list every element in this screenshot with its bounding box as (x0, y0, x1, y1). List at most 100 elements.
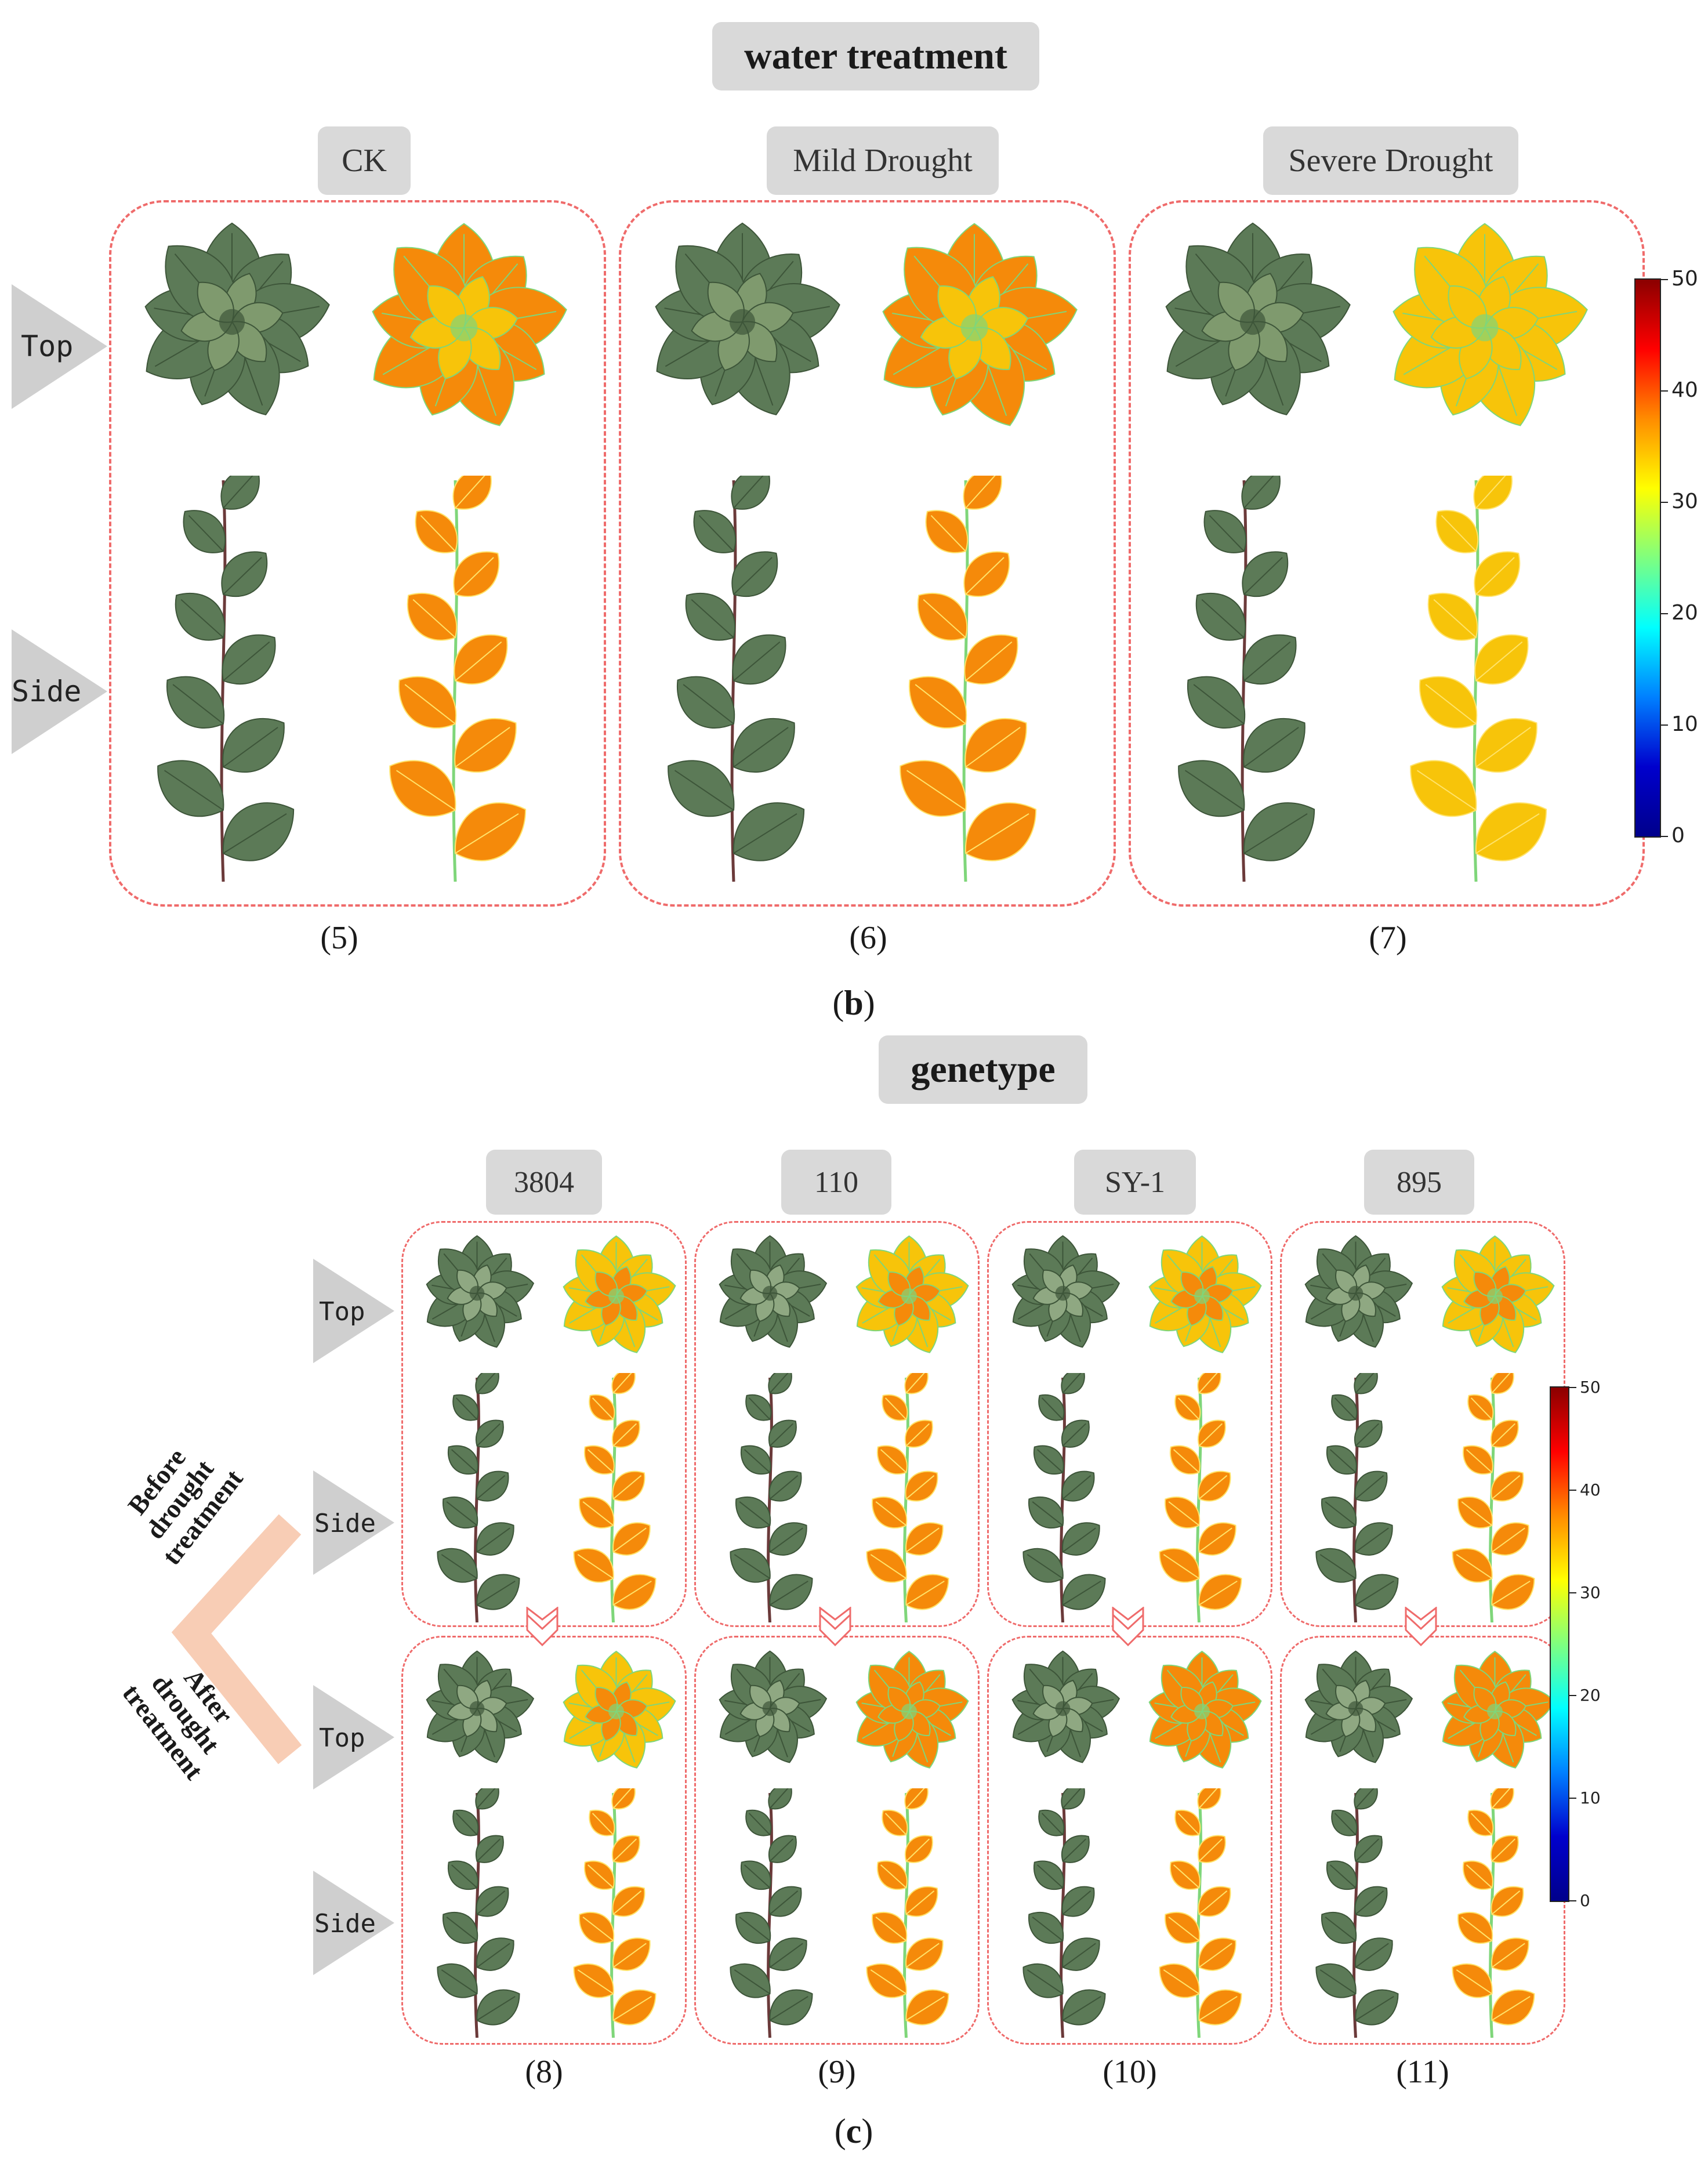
colorbar-c-tick-mark (1569, 1695, 1576, 1696)
plant-heatmap-side-severe-drought (1410, 476, 1547, 882)
row-arrow-top (12, 284, 107, 409)
plant-heatmap-top-110-after (855, 1650, 969, 1769)
plant-heatmap-top-sy1-before (1148, 1235, 1262, 1353)
row-label-after-top: Top (319, 1723, 365, 1753)
colorbar-c-tick-mark (1569, 1592, 1576, 1593)
plant-heatmap-side-3804-before (573, 1373, 657, 1622)
plant-rgb-top-ck (144, 222, 330, 416)
panel-label-c: (c) (834, 2112, 873, 2150)
colorbar-b-tick-label: 50 (1671, 267, 1698, 291)
plant-rgb-top-110-before (719, 1235, 828, 1348)
transition-arrow-895 (1405, 1607, 1437, 1647)
plant-rgb-side-3804-before (437, 1373, 520, 1622)
figure-number-9: (9) (818, 2054, 856, 2090)
colorbar-c-tick-label: 0 (1580, 1891, 1590, 1911)
plant-heatmap-side-mild-drought (900, 476, 1037, 882)
colorbar-b-tick-mark (1661, 613, 1668, 614)
plant-heatmap-top-ck (372, 223, 567, 426)
row-label-side: Side (12, 675, 82, 708)
condition-label-ck: CK (318, 126, 411, 195)
row-arrow-side (12, 629, 107, 754)
plant-rgb-side-895-after (1315, 1788, 1399, 2038)
water-treatment-heading: water treatment (712, 22, 1039, 90)
colorbar-b-tick-mark (1661, 279, 1668, 280)
ck-panel-box (109, 200, 606, 907)
plant-heatmap-top-895-before (1441, 1235, 1555, 1353)
colorbar-b-tick-label: 40 (1671, 378, 1698, 403)
plant-heatmap-side-895-after (1452, 1788, 1535, 2038)
plant-rgb-top-severe-drought (1165, 222, 1351, 416)
colorbar-c-tick-mark (1569, 1387, 1576, 1388)
plant-rgb-top-895-before (1304, 1235, 1413, 1348)
genotype-label-895: 895 (1364, 1150, 1474, 1215)
plant-heatmap-top-895-after (1441, 1650, 1555, 1769)
genotype-label-110: 110 (781, 1150, 891, 1215)
plant-heatmap-side-sy1-after (1159, 1788, 1242, 2038)
stage-chevron (171, 1514, 302, 1765)
plant-rgb-side-110-before (730, 1373, 813, 1622)
row-label-before-top: Top (319, 1297, 365, 1327)
plant-rgb-top-895-after (1304, 1650, 1413, 1763)
plant-rgb-side-severe-drought (1178, 476, 1315, 882)
panel-label-b: (b) (832, 984, 875, 1022)
transition-arrow-sy1 (1112, 1607, 1144, 1647)
row-arrow-before-top (313, 1259, 394, 1363)
figure-number-7: (7) (1369, 920, 1407, 956)
figure-number-10: (10) (1103, 2054, 1157, 2090)
row-label-before-side: Side (314, 1509, 376, 1538)
genotype-label-3804: 3804 (486, 1150, 602, 1215)
colorbar-c (1550, 1386, 1569, 1902)
colorbar-b-tick-label: 0 (1671, 824, 1685, 848)
plant-heatmap-top-110-before (855, 1235, 969, 1353)
plant-rgb-side-sy1-before (1022, 1373, 1106, 1622)
colorbar-b-tick-label: 10 (1671, 712, 1698, 737)
plant-heatmap-side-3804-after (573, 1788, 657, 2038)
colorbar-c-tick-label: 30 (1580, 1583, 1601, 1603)
plant-rgb-side-ck (157, 476, 295, 882)
row-arrow-after-side (313, 1871, 394, 1975)
plant-rgb-top-3804-before (426, 1235, 535, 1348)
row-label-top: Top (21, 329, 74, 363)
plant-heatmap-top-3804-before (563, 1235, 676, 1353)
figure-number-8: (8) (525, 2054, 563, 2090)
colorbar-c-tick-mark (1569, 1900, 1576, 1901)
condition-label-mild-drought: Mild Drought (767, 126, 999, 195)
figure-number-5: (5) (320, 920, 358, 956)
plant-heatmap-side-sy1-before (1159, 1373, 1242, 1622)
plant-heatmap-side-895-before (1452, 1373, 1535, 1622)
plant-heatmap-top-mild-drought (882, 223, 1078, 426)
colorbar-c-tick-mark (1569, 1798, 1576, 1799)
colorbar-b (1634, 278, 1661, 838)
row-arrow-after-top (313, 1685, 394, 1789)
plant-heatmap-top-3804-after (563, 1650, 676, 1769)
plant-rgb-side-110-after (730, 1788, 813, 2038)
row-label-after-side: Side (314, 1909, 376, 1939)
plant-rgb-side-3804-after (437, 1788, 520, 2038)
plant-rgb-side-sy1-after (1022, 1788, 1106, 2038)
plant-rgb-top-110-after (719, 1650, 828, 1763)
condition-label-severe-drought: Severe Drought (1263, 126, 1518, 195)
plant-rgb-top-sy1-before (1011, 1235, 1120, 1348)
plant-heatmap-side-110-after (866, 1788, 949, 2038)
colorbar-c-tick-label: 10 (1580, 1788, 1601, 1808)
plant-rgb-side-mild-drought (668, 476, 805, 882)
figure-number-6: (6) (849, 920, 887, 956)
colorbar-c-tick-mark (1569, 1490, 1576, 1491)
colorbar-b-tick-mark (1661, 724, 1668, 726)
genetype-heading: genetype (879, 1035, 1087, 1104)
plant-heatmap-side-ck (389, 476, 527, 882)
colorbar-c-tick-label: 20 (1580, 1686, 1601, 1705)
genotype-label-sy-1: SY-1 (1074, 1150, 1196, 1215)
colorbar-c-tick-label: 40 (1580, 1480, 1601, 1500)
plant-rgb-top-mild-drought (655, 222, 840, 416)
plant-heatmap-top-severe-drought (1392, 223, 1588, 426)
transition-arrow-3804 (526, 1607, 559, 1647)
figure-number-11: (11) (1396, 2054, 1449, 2090)
mild-drought-panel-box (619, 200, 1116, 907)
plant-rgb-side-895-before (1315, 1373, 1399, 1622)
transition-arrow-110 (819, 1607, 851, 1647)
plant-rgb-top-sy1-after (1011, 1650, 1120, 1763)
colorbar-c-tick-label: 50 (1580, 1378, 1601, 1397)
plant-heatmap-top-sy1-after (1148, 1650, 1262, 1769)
plant-rgb-top-3804-after (426, 1650, 535, 1763)
